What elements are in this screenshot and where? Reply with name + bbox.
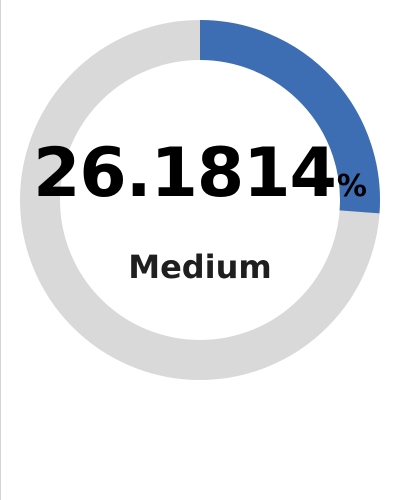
gauge-value: 26.1814%	[0, 134, 400, 213]
left-divider	[0, 0, 1, 500]
gauge-value-unit: %	[336, 169, 367, 204]
gauge-status-label: Medium	[128, 248, 272, 286]
gauge-fill-arc	[199, 20, 380, 214]
gauge-value-number: 26.1814	[33, 134, 337, 213]
